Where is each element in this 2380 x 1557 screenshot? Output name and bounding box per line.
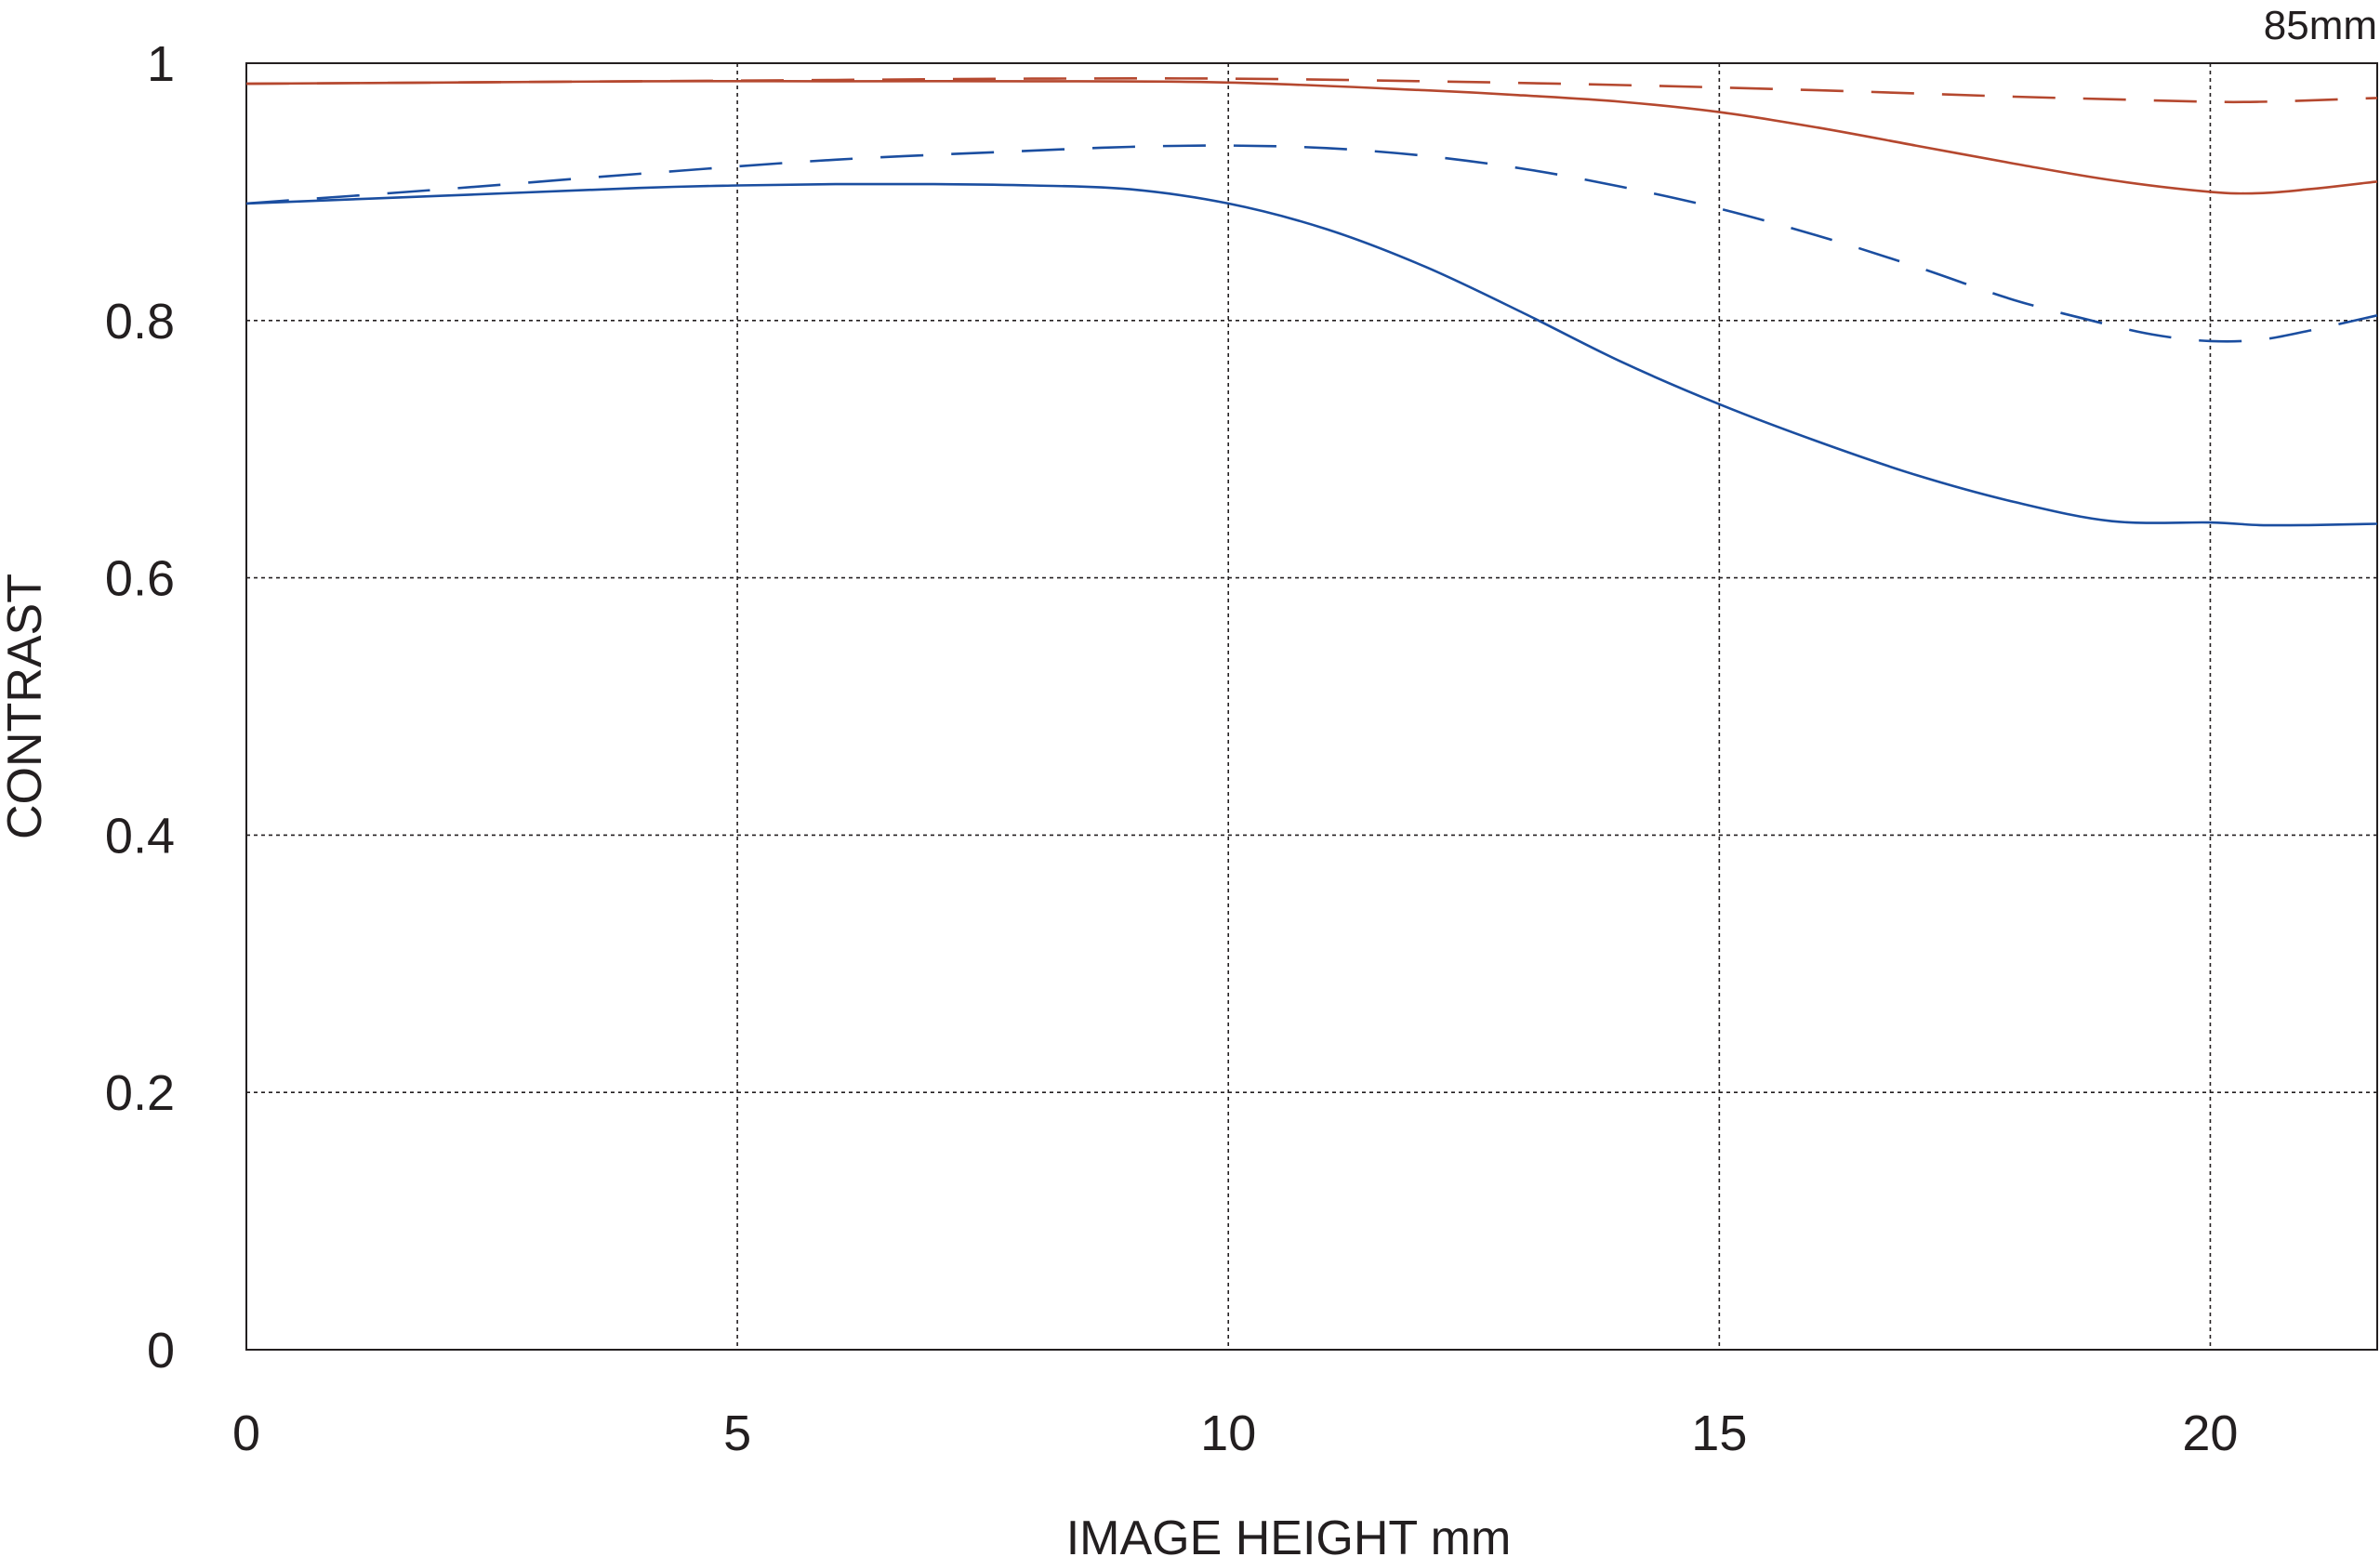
x-tick-labels: 0 5 10 15 20 — [232, 1405, 2239, 1461]
series-line-1 — [245, 79, 2378, 195]
x-tick-label: 20 — [2182, 1405, 2238, 1461]
y-axis-title: CONTRAST — [0, 574, 52, 839]
y-tick-labels: 0 0.2 0.4 0.6 0.8 1 — [105, 36, 175, 1379]
x-tick-label: 15 — [1691, 1405, 1747, 1461]
gridlines — [246, 63, 2377, 1350]
plot-frame — [245, 62, 2378, 1351]
x-tick-label: 0 — [232, 1405, 260, 1461]
x-tick-label: 10 — [1200, 1405, 1256, 1461]
series-lines — [245, 77, 2378, 527]
y-tick-label: 0.4 — [105, 808, 175, 864]
y-tick-label: 0.2 — [105, 1065, 175, 1121]
x-tick-label: 5 — [723, 1405, 751, 1461]
x-axis-title: IMAGE HEIGHT mm — [1066, 1511, 1512, 1557]
series-line-4 — [245, 144, 2378, 343]
y-tick-label: 1 — [147, 36, 175, 92]
y-tick-label: 0.8 — [105, 294, 175, 350]
y-tick-label: 0 — [147, 1323, 175, 1379]
series-line-3 — [245, 182, 2378, 527]
y-tick-label: 0.6 — [105, 551, 175, 607]
series-line-2 — [245, 77, 2378, 104]
chart-title: 85mm — [2264, 3, 2377, 48]
